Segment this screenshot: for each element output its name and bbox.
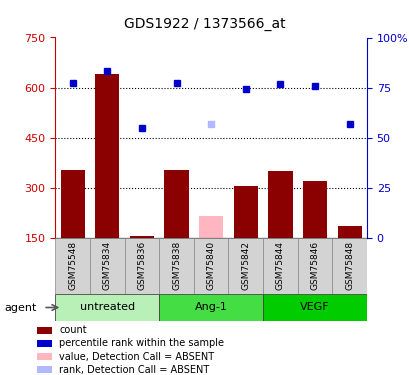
Text: GSM75846: GSM75846 xyxy=(310,241,319,290)
Bar xyxy=(61,170,85,238)
Text: GSM75840: GSM75840 xyxy=(206,241,215,290)
Text: GSM75834: GSM75834 xyxy=(103,241,112,290)
Text: rank, Detection Call = ABSENT: rank, Detection Call = ABSENT xyxy=(59,364,209,375)
Bar xyxy=(36,353,52,360)
Bar xyxy=(36,366,52,374)
Bar xyxy=(159,294,263,321)
Bar xyxy=(263,294,366,321)
Text: GSM75842: GSM75842 xyxy=(240,241,249,290)
Bar xyxy=(55,238,90,294)
Bar xyxy=(233,186,257,238)
Text: GSM75548: GSM75548 xyxy=(68,241,77,290)
Text: VEGF: VEGF xyxy=(299,303,329,312)
Text: GSM75836: GSM75836 xyxy=(137,240,146,290)
Bar xyxy=(297,238,332,294)
Bar xyxy=(332,238,366,294)
Bar xyxy=(55,294,159,321)
Text: GDS1922 / 1373566_at: GDS1922 / 1373566_at xyxy=(124,17,285,31)
Bar xyxy=(193,238,228,294)
Bar xyxy=(90,238,124,294)
Text: GSM75844: GSM75844 xyxy=(275,241,284,290)
Text: agent: agent xyxy=(4,303,36,313)
Bar xyxy=(302,181,326,238)
Bar xyxy=(130,237,154,238)
Text: untreated: untreated xyxy=(79,303,135,312)
Bar xyxy=(95,74,119,238)
Text: Ang-1: Ang-1 xyxy=(194,303,227,312)
Bar xyxy=(198,216,223,238)
Bar xyxy=(159,238,193,294)
Bar xyxy=(124,238,159,294)
Text: percentile rank within the sample: percentile rank within the sample xyxy=(59,339,224,348)
Bar xyxy=(267,171,292,238)
Bar xyxy=(337,226,361,238)
Bar xyxy=(164,170,188,238)
Bar xyxy=(36,327,52,334)
Bar xyxy=(36,340,52,347)
Text: value, Detection Call = ABSENT: value, Detection Call = ABSENT xyxy=(59,351,214,361)
Text: GSM75848: GSM75848 xyxy=(344,241,353,290)
Bar xyxy=(263,238,297,294)
Text: GSM75838: GSM75838 xyxy=(172,240,181,290)
Bar xyxy=(228,238,263,294)
Text: count: count xyxy=(59,326,87,335)
